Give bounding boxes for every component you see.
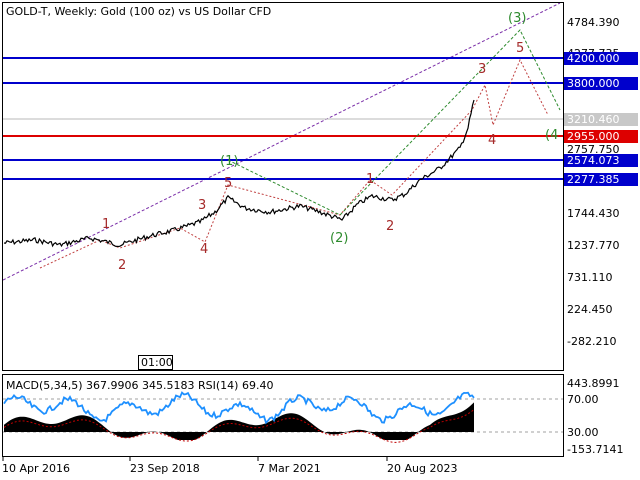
wave-label-red-1: 1 (102, 217, 110, 232)
indicator-title: MACD(5,34,5) 367.9906 345.5183 RSI(14) 6… (6, 379, 273, 392)
indicator-axis-label: 30.00 (567, 426, 599, 439)
level-tag-label: 2574.073 (567, 154, 620, 167)
time-axis-label: 20 Aug 2023 (387, 462, 457, 475)
indicator-axis-label: -153.7141 (567, 443, 623, 456)
level-tag-2955: 2955.000 (564, 130, 638, 143)
main-plot (3, 3, 563, 281)
wave-label-red-2: 2 (118, 258, 126, 273)
wave-label-red-1b: 1 (366, 172, 374, 187)
level-tag-4200: 4200.000 (564, 52, 638, 65)
indicator-plot (3, 391, 563, 443)
level-tag-3210: 3210.460 (564, 113, 638, 126)
price-axis-label: 1744.430 (567, 207, 620, 220)
price-axis-label: 4784.390 (567, 16, 620, 29)
level-tag-label: 4200.000 (567, 52, 620, 65)
price-line (3, 99, 475, 248)
wave-label-green-1: (1) (220, 154, 238, 169)
level-tag-label: 3210.460 (567, 113, 620, 126)
wave-label-red-3: 3 (198, 198, 206, 213)
level-tag-label: 3800.000 (567, 77, 620, 90)
wave-label-red-5: 5 (224, 176, 232, 191)
level-tag-label: 2955.000 (567, 130, 620, 143)
wave-label-green-3: (3) (508, 11, 526, 26)
level-tag-2277: 2277.385 (564, 173, 638, 186)
price-axis-label: 2757.750 (567, 143, 620, 156)
wave-label-red-3b: 3 (478, 62, 486, 77)
wave-label-red-5b: 5 (516, 41, 524, 56)
wave-label-red-2b: 2 (386, 219, 394, 234)
rsi-line (3, 391, 475, 425)
price-axis-label: -282.210 (567, 335, 616, 348)
price-axis-label: 224.450 (567, 303, 613, 316)
time-axis-label: 7 Mar 2021 (258, 462, 321, 475)
indicator-panel (2, 374, 564, 457)
macd-signal-line (3, 409, 475, 443)
main-panel (2, 2, 564, 371)
level-tag-2574: 2574.073 (564, 154, 638, 167)
channel-line (3, 3, 561, 281)
level-tag-3800: 3800.000 (564, 77, 638, 90)
green-wave-path (227, 29, 561, 216)
wave-label-red-4b: 4 (488, 133, 496, 148)
time-axis: 10 Apr 2016 23 Sep 2018 7 Mar 2021 20 Au… (2, 457, 457, 475)
time-axis-label: 10 Apr 2016 (2, 462, 70, 475)
macd-histogram (4, 402, 474, 440)
chart-title: GOLD-T, Weekly: Gold (100 oz) vs US Doll… (6, 5, 271, 18)
wave-label-green-2: (2) (330, 231, 348, 246)
time-axis-label: 23 Sep 2018 (130, 462, 200, 475)
timestamp-label: 01:00 (141, 356, 173, 369)
indicator-axis: 443.8991 70.00 30.00 -153.7141 (567, 377, 623, 456)
timestamp-marker: 01:00 (138, 355, 173, 370)
price-axis-label: 731.110 (567, 271, 613, 284)
red-wave-path (39, 58, 549, 269)
level-tag-label: 2277.385 (567, 173, 620, 186)
indicator-axis-label: 443.8991 (567, 377, 620, 390)
wave-label-red-4: 4 (200, 242, 208, 257)
indicator-axis-label: 70.00 (567, 393, 599, 406)
price-axis-label: 1237.770 (567, 239, 620, 252)
wave-label-green-4: (4 (545, 128, 558, 143)
